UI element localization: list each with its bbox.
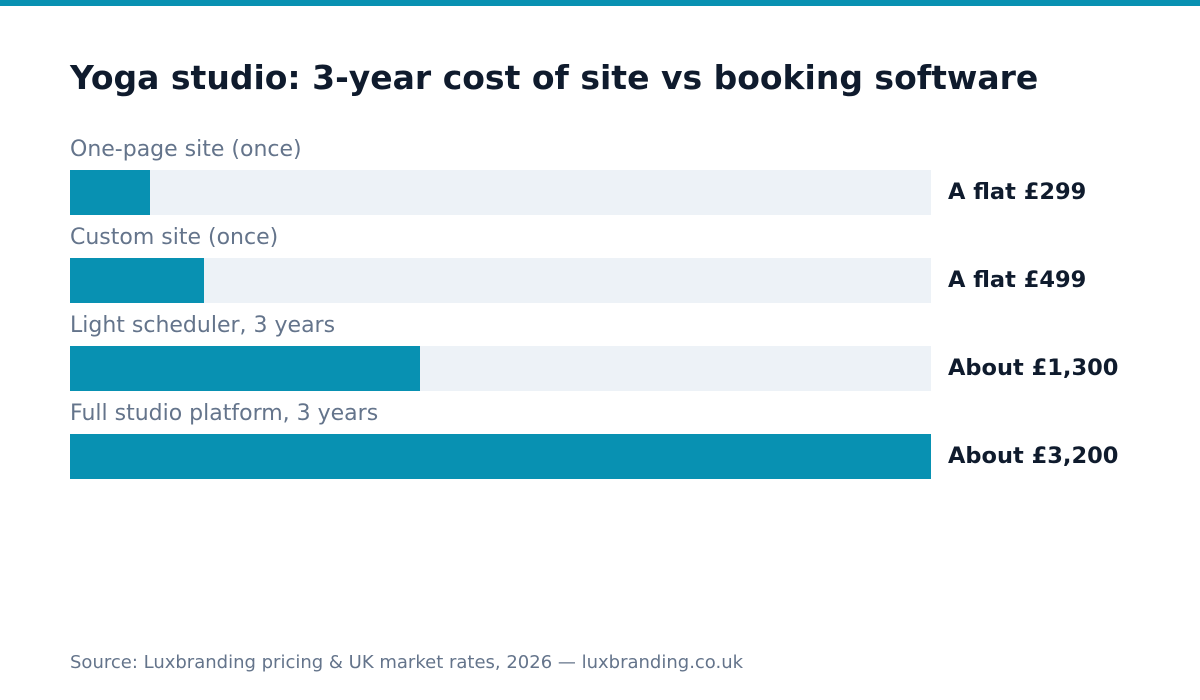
value-label: About £3,200 [948, 443, 1119, 469]
bar-row: Light scheduler, 3 years About £1,300 [70, 308, 1180, 396]
value-label: About £1,300 [948, 355, 1119, 381]
category-label: Light scheduler, 3 years [70, 313, 336, 338]
bar-row: Full studio platform, 3 years About £3,20… [70, 396, 1180, 484]
value-label: A flat £299 [948, 179, 1087, 205]
top-accent-rule [0, 0, 1200, 6]
bar-track [70, 434, 931, 479]
bar [70, 170, 150, 215]
bar-track [70, 258, 931, 303]
bar-row: Custom site (once) A flat £499 [70, 220, 1180, 308]
bar-track [70, 346, 931, 391]
value-label: A flat £499 [948, 267, 1087, 293]
bar [70, 434, 931, 479]
bar [70, 258, 204, 303]
bar [70, 346, 420, 391]
bar-row: One-page site (once) A flat £299 [70, 132, 1180, 220]
category-label: One-page site (once) [70, 137, 302, 162]
category-label: Full studio platform, 3 years [70, 401, 379, 426]
bar-chart: One-page site (once) A flat £299 Custom si… [70, 132, 1180, 484]
chart-title: Yoga studio: 3-year cost of site vs book… [70, 58, 1039, 97]
source-note: Source: Luxbranding pricing & UK market … [70, 652, 744, 673]
bar-track [70, 170, 931, 215]
category-label: Custom site (once) [70, 225, 279, 250]
